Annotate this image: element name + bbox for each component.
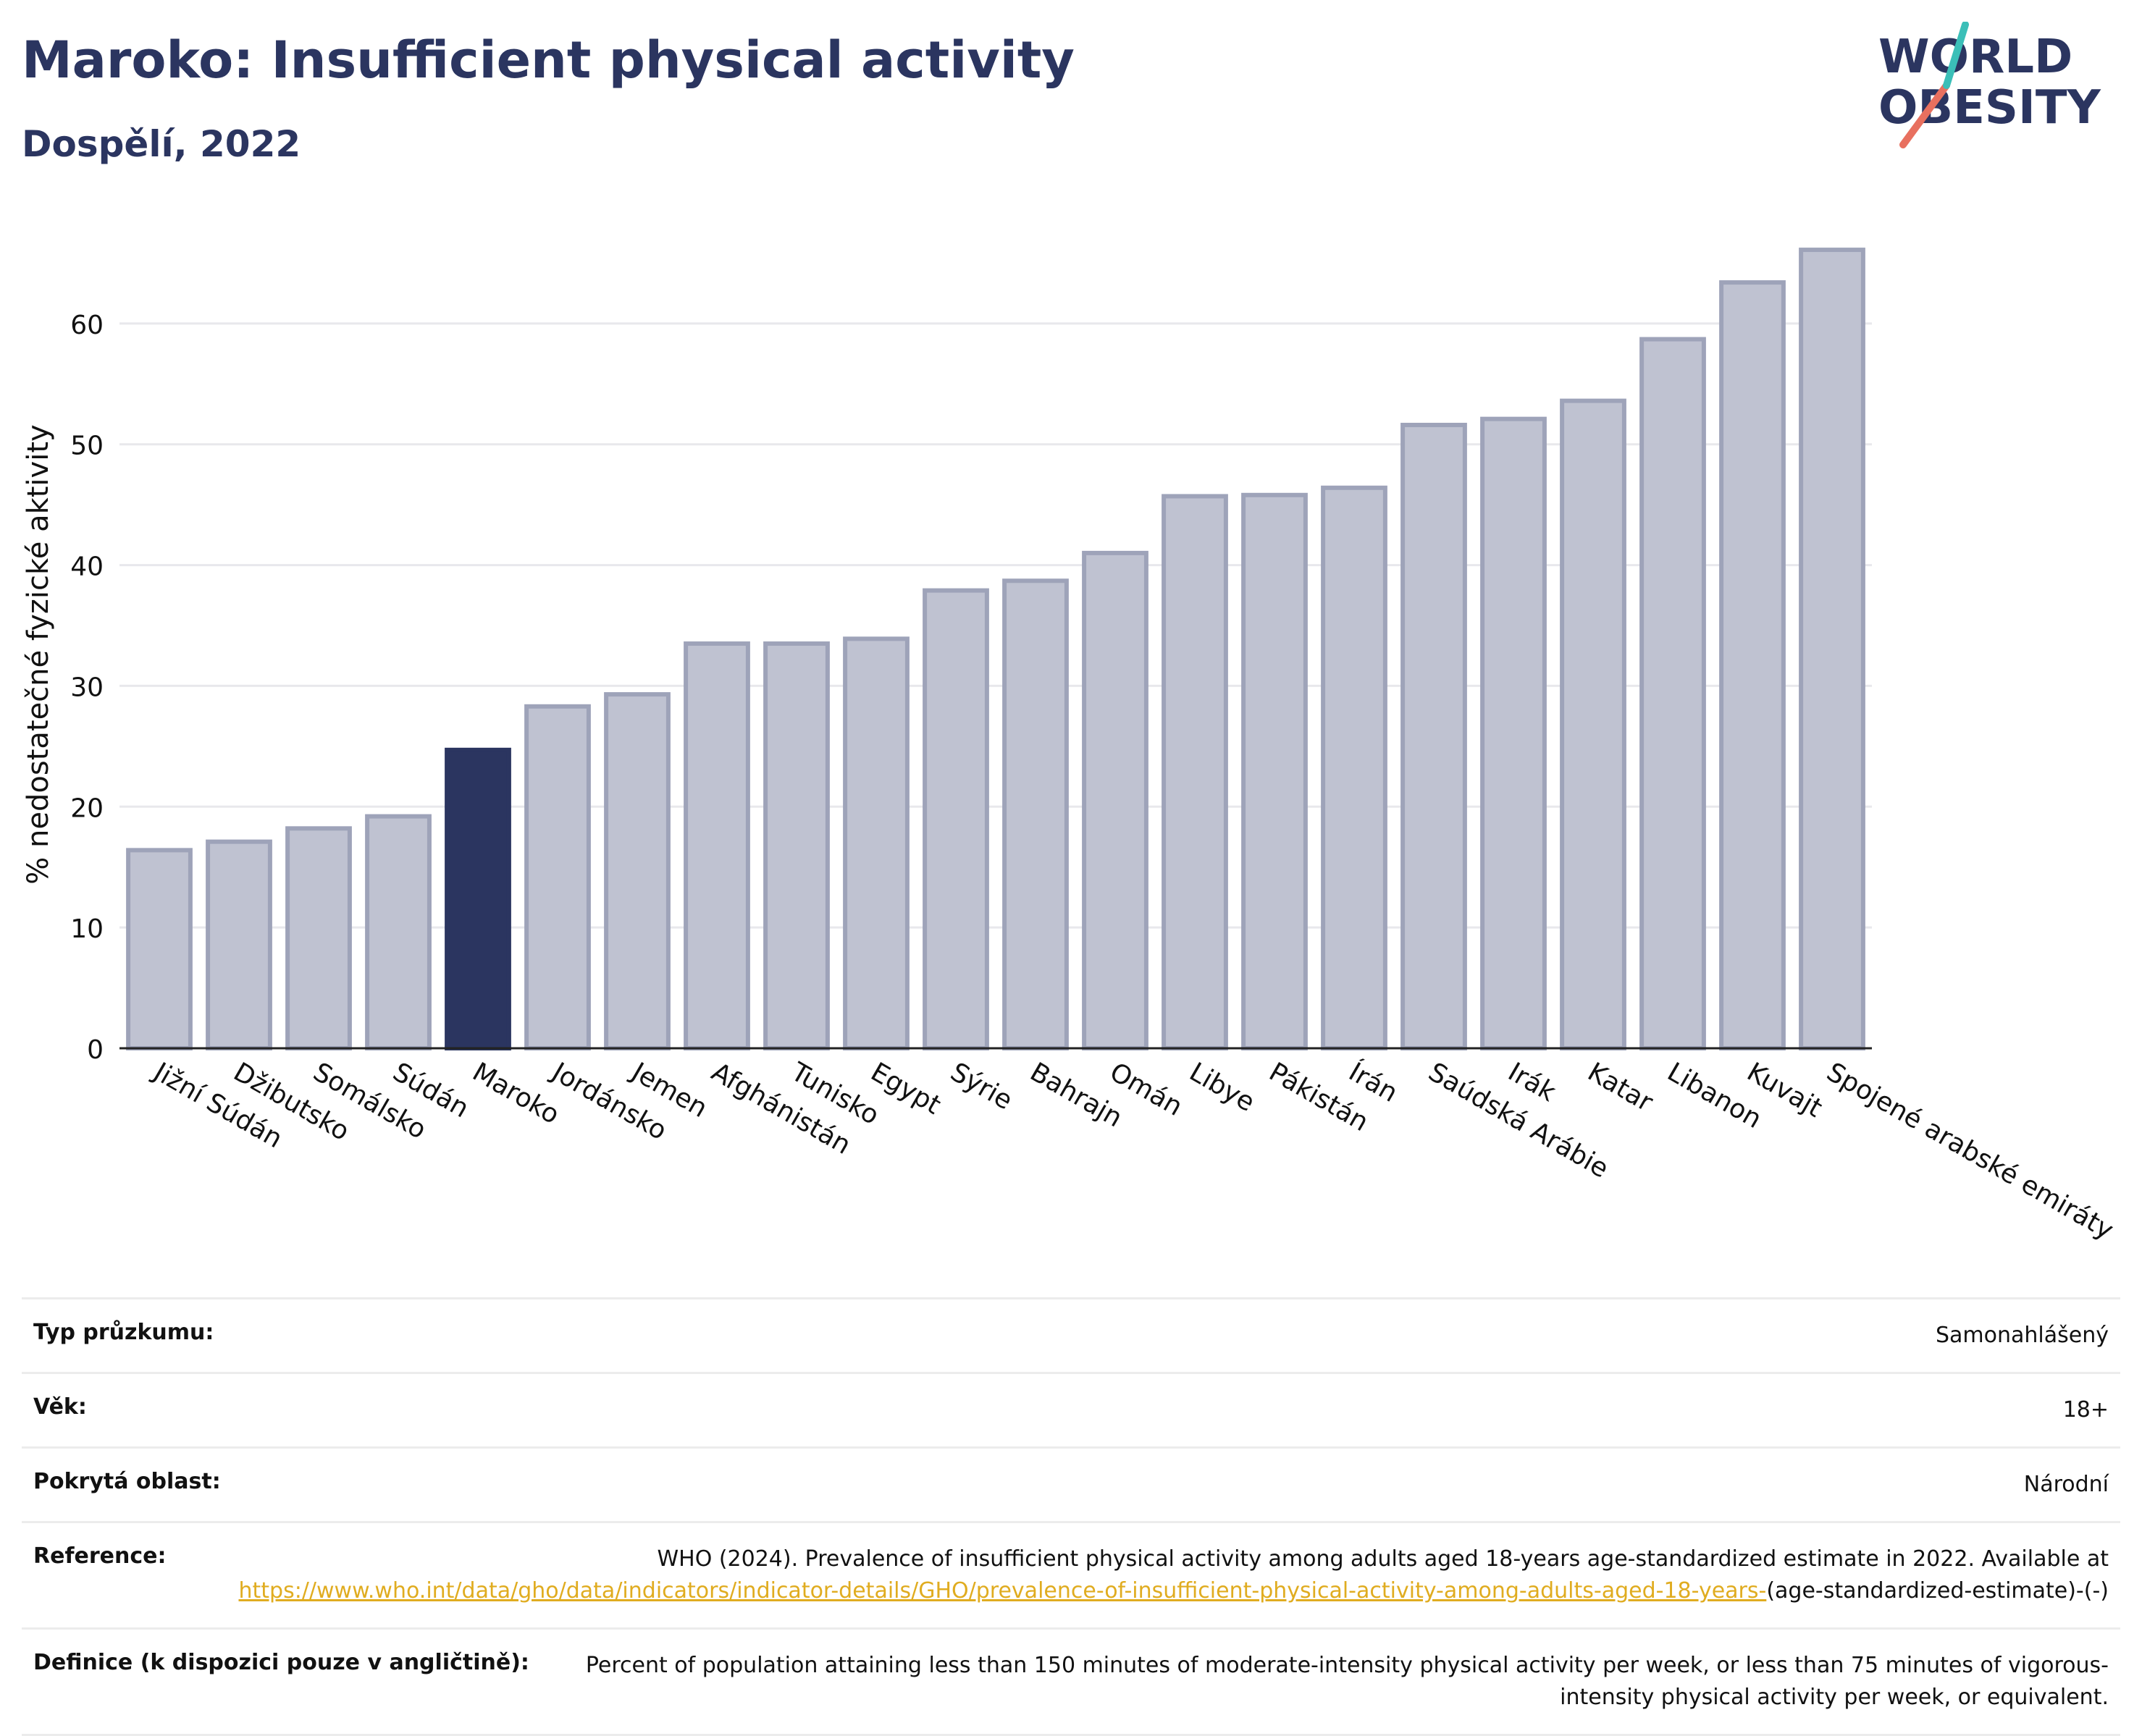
metadata-table: Typ průzkumu: Samonahlášený Věk: 18+ Pok… bbox=[22, 1297, 2120, 1736]
area-label: Pokrytá oblast: bbox=[33, 1469, 221, 1494]
meta-row-reference: Reference: WHO (2024). Prevalence of ins… bbox=[22, 1521, 2120, 1627]
survey-type-value: Samonahlášený bbox=[1936, 1323, 2109, 1348]
bar bbox=[1560, 398, 1626, 1051]
bar bbox=[1400, 423, 1467, 1050]
reference-label: Reference: bbox=[33, 1543, 167, 1569]
bar bbox=[763, 641, 830, 1050]
bar bbox=[445, 747, 511, 1050]
reference-text: WHO (2024). Prevalence of insufficient p… bbox=[657, 1546, 2109, 1572]
bar bbox=[843, 636, 910, 1050]
meta-row-survey: Typ průzkumu: Samonahlášený bbox=[22, 1297, 2120, 1372]
bar bbox=[1719, 280, 1786, 1050]
bar bbox=[1162, 494, 1228, 1051]
bar bbox=[524, 704, 591, 1051]
definition-label: Definice (k dispozici pouze v angličtině… bbox=[33, 1650, 529, 1675]
y-axis-label: % nedostatečné fyzické aktivity bbox=[22, 424, 55, 884]
bar bbox=[604, 692, 671, 1050]
age-label: Věk: bbox=[33, 1394, 87, 1420]
y-tick-label: 20 bbox=[70, 793, 104, 823]
y-tick-labels: 0 10 20 30 40 50 60 bbox=[70, 311, 104, 1065]
logo-slash-upper bbox=[1943, 22, 1969, 89]
meta-row-age: Věk: 18+ bbox=[22, 1372, 2120, 1446]
bar bbox=[206, 839, 272, 1050]
meta-row-definition: Definice (k dispozici pouze v angličtině… bbox=[22, 1627, 2120, 1736]
meta-row-area: Pokrytá oblast: Národní bbox=[22, 1446, 2120, 1521]
x-tick-label: Maroko bbox=[468, 1057, 565, 1130]
definition-value: Percent of population attaining less tha… bbox=[585, 1653, 2109, 1710]
bar bbox=[1480, 416, 1547, 1051]
reference-link[interactable]: https://www.who.int/data/gho/data/indica… bbox=[238, 1578, 1767, 1604]
logo-slash-lower bbox=[1899, 82, 1950, 148]
page-title: Maroko: Insufficient physical activity bbox=[22, 30, 1075, 90]
bar bbox=[1321, 485, 1387, 1051]
reference-tail: (age-standardized-estimate)-(-) bbox=[1766, 1578, 2109, 1604]
bar bbox=[285, 826, 352, 1050]
page-subtitle: Dospělí, 2022 bbox=[22, 123, 301, 165]
y-tick-label: 30 bbox=[70, 673, 104, 702]
x-tick-label: Sýrie bbox=[946, 1057, 1017, 1116]
bar bbox=[1082, 550, 1148, 1050]
y-tick-label: 60 bbox=[70, 311, 104, 340]
x-tick-label: Libye bbox=[1185, 1057, 1260, 1118]
logo-line-1: WORLD bbox=[1878, 30, 2072, 84]
bar bbox=[1639, 337, 1706, 1050]
x-tick-label: Spojené arabské emiráty bbox=[1822, 1057, 2119, 1245]
y-tick-label: 10 bbox=[70, 914, 104, 944]
survey-type-label: Typ průzkumu: bbox=[33, 1320, 214, 1345]
bar-chart: 0 10 20 30 40 50 60 Jižní SúdánDžibutskoSomáls… bbox=[22, 248, 2118, 1246]
bars bbox=[126, 248, 1865, 1051]
logo-line-2: OBESITY bbox=[1878, 81, 2101, 135]
y-tick-label: 0 bbox=[87, 1035, 104, 1065]
x-tick-label: Bahrajn bbox=[1025, 1057, 1127, 1133]
area-value: Národní bbox=[2023, 1472, 2109, 1497]
bar bbox=[126, 848, 193, 1051]
y-tick-label: 50 bbox=[70, 431, 104, 461]
bar bbox=[1002, 578, 1069, 1050]
bar bbox=[923, 588, 989, 1050]
bar bbox=[1241, 492, 1308, 1050]
bar bbox=[365, 814, 432, 1050]
world-obesity-logo: WORLD OBESITY bbox=[1878, 22, 2101, 148]
x-tick-labels: Jižní SúdánDžibutskoSomálskoSúdánMarokoJ… bbox=[148, 1056, 2118, 1245]
reference-value: WHO (2024). Prevalence of insufficient p… bbox=[238, 1543, 2109, 1607]
bar bbox=[1799, 248, 1865, 1050]
y-tick-label: 40 bbox=[70, 552, 104, 582]
x-tick-label: Katar bbox=[1583, 1057, 1658, 1118]
bar bbox=[684, 641, 750, 1050]
age-value: 18+ bbox=[2062, 1397, 2109, 1423]
